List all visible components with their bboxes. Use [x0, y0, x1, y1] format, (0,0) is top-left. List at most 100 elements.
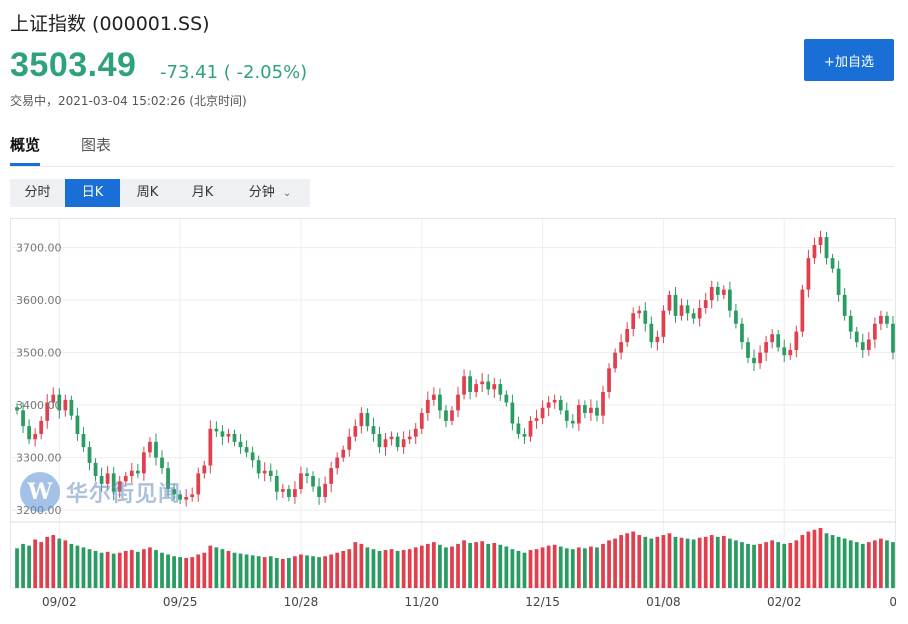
- volume-bar: [389, 549, 394, 588]
- volume-bar: [854, 542, 859, 588]
- volume-bar: [866, 542, 871, 588]
- volume-bar: [39, 542, 44, 588]
- volume-bar: [794, 540, 799, 588]
- add-watchlist-button[interactable]: +加自选: [804, 39, 894, 81]
- candle-body: [492, 384, 497, 390]
- period-weekly-k[interactable]: 周K: [136, 185, 159, 200]
- candle-body: [450, 410, 454, 421]
- volume-bar: [510, 549, 515, 588]
- x-tick-label: 10/28: [284, 595, 319, 609]
- volume-bar: [534, 549, 539, 588]
- candle-body: [419, 413, 424, 429]
- volume-bar: [546, 545, 551, 588]
- watermark-logo-icon: W: [20, 472, 60, 512]
- candle-body: [196, 473, 201, 495]
- candle-body: [854, 331, 859, 343]
- candle-body: [383, 439, 388, 448]
- volume-bar: [492, 543, 497, 588]
- candle-body: [15, 407, 19, 411]
- volume-bar: [848, 540, 853, 588]
- volume-bar: [764, 542, 768, 588]
- candle-body: [262, 470, 267, 474]
- candlestick-chart[interactable]: 3700.003600.003500.003400.003300.003200.…: [10, 218, 908, 614]
- candle-body: [866, 339, 871, 350]
- volume-bar: [607, 540, 611, 588]
- candle-body: [842, 294, 847, 316]
- candle-body: [891, 323, 895, 353]
- candle-body: [480, 381, 485, 385]
- volume-bar: [268, 556, 273, 588]
- volume-bar: [293, 556, 297, 588]
- candle-body: [812, 245, 817, 259]
- y-tick-label: 3300.00: [16, 452, 62, 465]
- candle-body: [335, 457, 340, 469]
- candle-body: [268, 470, 273, 476]
- candle-body: [734, 310, 738, 324]
- volume-bar: [117, 552, 122, 588]
- candle-body: [353, 426, 358, 437]
- period-daily-k[interactable]: 日K: [65, 179, 120, 207]
- period-intraday[interactable]: 分时: [24, 185, 51, 200]
- volume-bar: [528, 550, 533, 588]
- candle-body: [274, 476, 279, 492]
- volume-bar: [87, 549, 92, 588]
- candle-body: [184, 497, 189, 500]
- candle-body: [879, 315, 883, 324]
- tab-overview[interactable]: 概览: [10, 136, 41, 166]
- candle-body: [317, 486, 321, 497]
- period-selector: 分时 日K 周K 月K 分钟 ⌄: [10, 179, 310, 207]
- candle-body: [872, 323, 877, 340]
- page-title: 上证指数 (000001.SS): [10, 13, 210, 35]
- tab-chart[interactable]: 图表: [81, 136, 112, 154]
- volume-bar: [280, 558, 285, 588]
- volume-bar: [311, 556, 315, 588]
- volume-bar: [691, 539, 696, 588]
- candle-body: [619, 342, 624, 353]
- x-tick-label: 02/02: [767, 595, 802, 609]
- candle-body: [540, 407, 545, 419]
- volume-bar: [105, 551, 110, 588]
- period-minute-label: 分钟: [248, 185, 275, 200]
- candle-body: [117, 481, 122, 492]
- volume-bar: [323, 556, 327, 588]
- volume-bar: [727, 538, 732, 588]
- candle-body: [546, 402, 551, 408]
- volume-bar: [123, 550, 128, 588]
- volume-bar: [860, 543, 865, 588]
- volume-bar: [395, 550, 400, 588]
- volume-bar: [885, 540, 889, 588]
- candle-body: [679, 305, 684, 316]
- candle-body: [431, 394, 436, 400]
- candle-body: [885, 315, 889, 324]
- volume-bar: [468, 543, 472, 588]
- volume-bar: [256, 556, 261, 588]
- candle-body: [770, 334, 775, 343]
- volume-bar: [474, 542, 479, 588]
- volume-bar: [583, 548, 587, 588]
- candle-body: [667, 294, 672, 311]
- period-minute-dropdown[interactable]: 分钟 ⌄: [230, 179, 310, 207]
- volume-bar: [407, 549, 412, 588]
- candle-body: [824, 237, 829, 259]
- volume-bar: [879, 538, 883, 588]
- volume-bar: [214, 547, 219, 588]
- candle-body: [468, 376, 472, 392]
- candle-body: [51, 394, 56, 403]
- candle-body: [649, 323, 654, 343]
- candle-body: [81, 434, 86, 448]
- candle-body: [359, 413, 364, 427]
- candle-body: [570, 420, 575, 424]
- volume-bar: [166, 554, 170, 588]
- period-monthly-k[interactable]: 月K: [191, 185, 214, 200]
- candle-body: [655, 336, 660, 343]
- candle-body: [752, 357, 756, 364]
- volume-bar: [589, 546, 593, 588]
- volume-bar: [63, 540, 68, 588]
- volume-bar: [202, 552, 207, 588]
- volume-bar: [93, 550, 98, 588]
- candle-body: [510, 402, 515, 424]
- candle-body: [220, 431, 225, 437]
- candle-body: [474, 384, 479, 392]
- candle-body: [377, 434, 382, 448]
- volume-bar: [335, 552, 340, 588]
